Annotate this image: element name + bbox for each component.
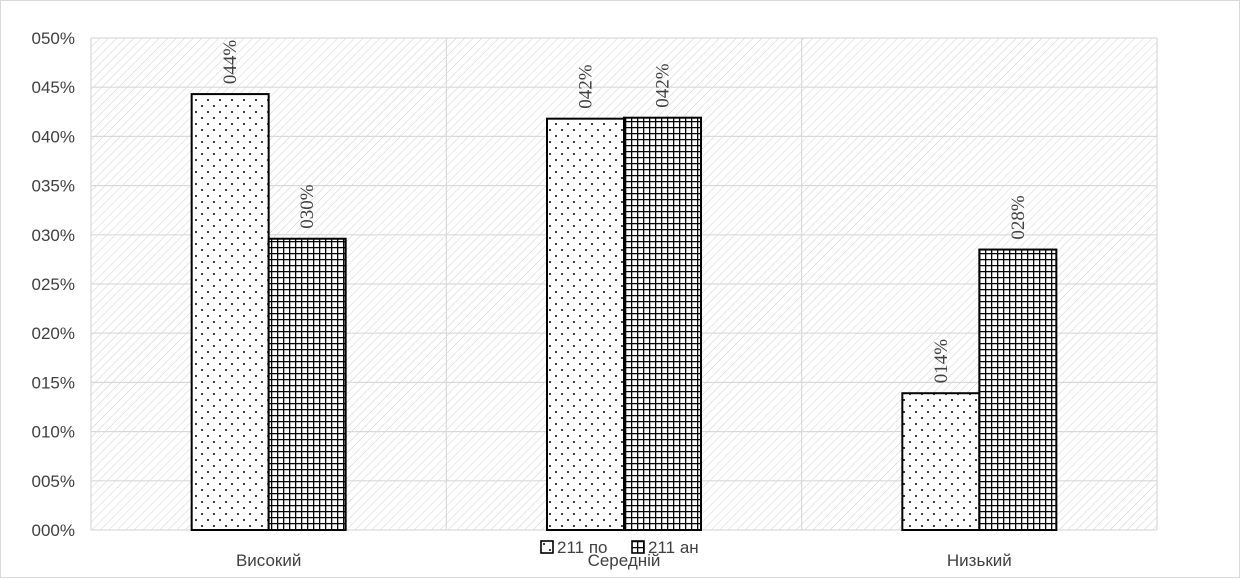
category-label: Високий [236,551,301,570]
data-label: 030% [297,184,318,229]
bars [190,93,1058,532]
y-tick-label: 000% [32,521,75,540]
y-tick-label: 010% [32,423,75,442]
y-tick-label: 040% [32,127,75,146]
legend-swatch-grid [631,540,645,554]
data-labels: 044% 030% 042% 042% 014% 028% [220,40,1029,384]
x-axis-category-labels: Високий Середній Низький [236,551,1012,570]
data-label: 042% [576,64,597,109]
data-label: 042% [653,63,674,108]
bar-grid-2 [978,248,1058,531]
bar-grid-1 [623,116,702,531]
data-label: 044% [220,40,241,85]
legend-swatch-dots [540,540,554,554]
y-axis-tick-labels: 000% 005% 010% 015% 020% 025% 030% 035% 040% 045%… [32,29,75,540]
y-tick-label: 035% [32,177,75,196]
bar-dots-2 [901,392,981,531]
category-label: Низький [947,551,1012,570]
legend-label: 211 ан [648,538,699,557]
data-label: 028% [1008,195,1029,239]
y-tick-label: 050% [32,29,75,48]
y-tick-label: 005% [32,472,75,491]
y-tick-label: 020% [32,324,75,343]
data-label: 014% [931,339,952,384]
y-tick-label: 045% [32,78,75,97]
category-label: Середній [588,551,661,570]
bar-dots-0 [190,93,270,531]
y-tick-label: 015% [32,373,75,392]
bar-dots-1 [546,117,625,532]
bar-grid-0 [267,237,347,531]
y-tick-label: 025% [32,275,75,294]
y-tick-label: 030% [32,226,75,245]
legend-label: 211 по [557,538,608,557]
legend: 211 по 211 ан [540,538,699,557]
